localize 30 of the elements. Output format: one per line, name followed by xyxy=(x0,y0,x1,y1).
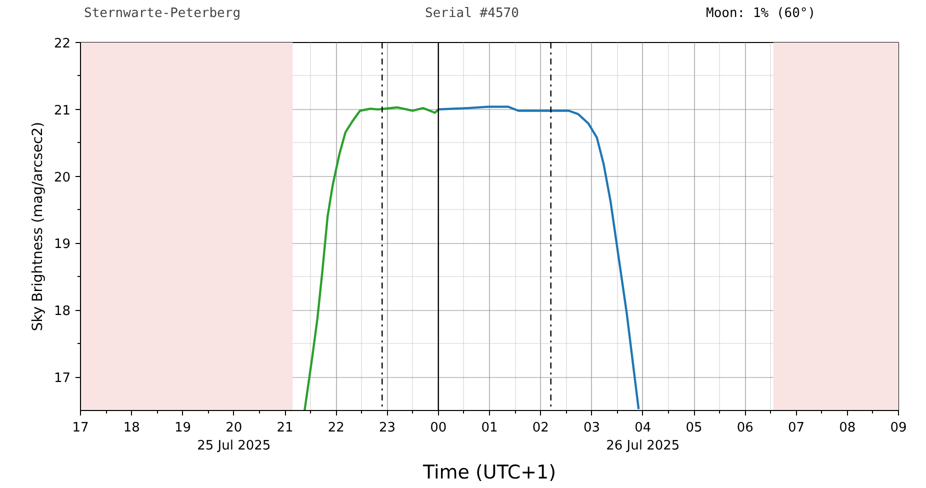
x-tick-label: 00 xyxy=(430,420,447,436)
x-tick-label: 20 25 Jul 2025 xyxy=(197,420,271,454)
text: Sternwarte-Peterberg xyxy=(84,5,241,23)
x-tick-label: 19 xyxy=(174,420,192,436)
x-tick-label: 02 xyxy=(532,420,549,436)
text: Moon: 1% (60°) xyxy=(706,5,816,23)
y-tick-label: 18 xyxy=(54,304,71,320)
line-series xyxy=(304,106,440,410)
x-tick-label: 23 xyxy=(378,420,396,436)
x-tick-label: 07 xyxy=(788,420,805,436)
x-tick-label: 01 xyxy=(481,420,498,436)
y-tick-label: 21 xyxy=(54,103,71,118)
x-tick-label: 06 xyxy=(736,420,754,436)
y-tick-label: 17 xyxy=(54,371,71,386)
x-tick-label: 09 xyxy=(890,420,907,436)
y-axis-title: Sky Brightness (mag/arcsec2) xyxy=(30,122,46,332)
x-tick-label: 17 xyxy=(72,420,89,436)
x-tick-label: 21 xyxy=(276,420,294,436)
y-tick-label: 22 xyxy=(54,36,71,52)
x-tick-label: 22 xyxy=(328,420,344,436)
x-tick-label: 05 xyxy=(686,420,702,436)
x-tick-label: 18 xyxy=(123,420,140,436)
text: Serial #4570 xyxy=(425,5,519,23)
x-tick-label: 03 xyxy=(583,420,600,436)
x-axis-title: Time (UTC+1) xyxy=(422,462,556,484)
y-tick-label: 19 xyxy=(54,237,71,252)
x-tick-label: 08 xyxy=(839,420,856,436)
y-tick-label: 20 xyxy=(54,170,71,186)
line-series xyxy=(437,106,640,410)
x-tick-label: 04 26 Jul 2025 xyxy=(606,420,680,454)
